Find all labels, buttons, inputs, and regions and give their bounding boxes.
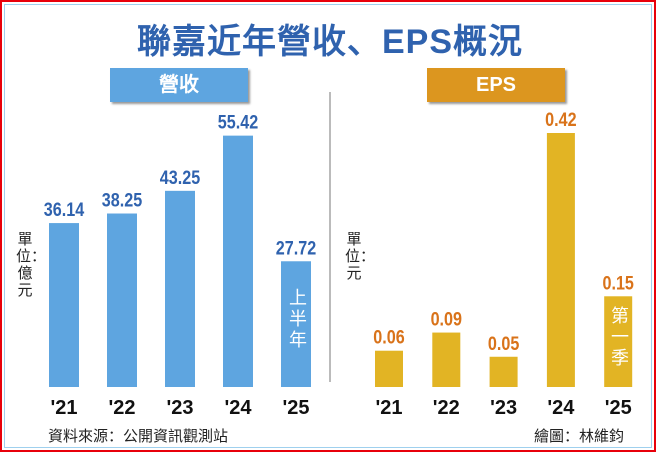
value-label: 38.25: [102, 189, 143, 211]
x-tick-label: '24: [224, 397, 252, 419]
bar: [49, 223, 79, 387]
bar: [375, 350, 403, 387]
x-tick-label: '23: [166, 397, 193, 419]
eps-panel-label: EPS: [427, 68, 565, 102]
value-label: 55.42: [218, 111, 259, 133]
x-tick-label: '21: [375, 397, 402, 419]
value-label: 0.09: [431, 308, 463, 330]
value-label: 0.15: [602, 272, 634, 294]
credit-note: 繪圖：林維鈞: [533, 428, 624, 445]
value-label: 0.05: [488, 333, 520, 355]
bar: [107, 213, 137, 387]
x-tick-label: '24: [547, 397, 575, 419]
bar: [223, 135, 253, 387]
chart-title: 聯嘉近年營收、EPS概況: [136, 23, 524, 61]
value-label: 36.14: [44, 199, 85, 221]
eps-2025-annotation: 第一季: [608, 306, 629, 369]
revenue-panel-label: 營收: [110, 68, 248, 102]
bar: [432, 332, 461, 387]
inner-frame: [4, 4, 652, 448]
value-label: 0.42: [545, 109, 577, 131]
value-label: 0.06: [373, 326, 405, 348]
x-tick-label: '22: [433, 397, 460, 419]
value-label: 27.72: [276, 237, 317, 259]
bar: [604, 296, 633, 387]
x-tick-label: '25: [282, 397, 309, 419]
bar: [546, 133, 575, 387]
x-tick-label: '23: [490, 397, 517, 419]
bar: [489, 356, 518, 387]
revenue-2025-annotation: 上半年: [286, 288, 307, 351]
bar: [281, 261, 311, 387]
bar: [165, 190, 195, 387]
x-tick-label: '25: [605, 397, 632, 419]
x-tick-label: '22: [108, 397, 135, 419]
source-note: 資料來源：公開資訊觀測站: [48, 428, 229, 445]
panel-divider: [329, 92, 331, 382]
value-label: 43.25: [160, 167, 201, 189]
x-tick-label: '21: [50, 397, 77, 419]
